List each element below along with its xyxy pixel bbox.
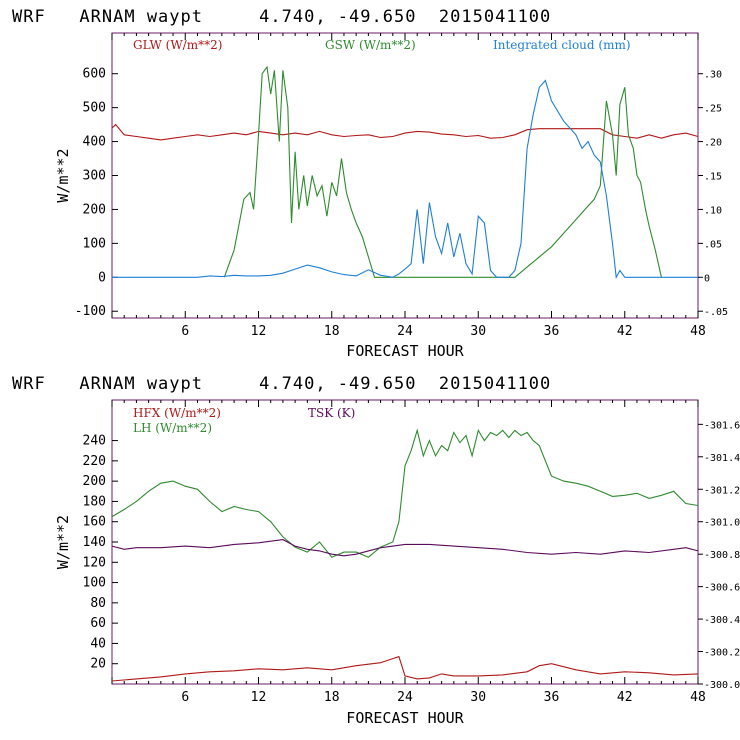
x-tick-label: 6 [181,324,189,339]
y-tick-label: 140 [83,535,106,550]
y-tick-label: 200 [83,474,106,489]
legend-entry: HFX (W/m**2) [133,406,221,420]
series-line-glw-w-m [111,123,699,141]
y2-tick-label: -300.8 [704,550,740,561]
y2-tick-label: -300.0 [704,680,740,691]
legend-entry: GSW (W/m**2) [325,38,416,52]
legend-entry: TSK (K) [308,406,355,420]
y-tick-label: 40 [90,636,106,651]
series-line-hfx-w-m [111,655,699,682]
plot-frame [111,32,699,319]
y2-tick-label: .20 [704,138,722,149]
y2-tick-label: .25 [704,104,722,115]
series-line-integrated-cloud-mm [112,79,698,280]
y-tick-label: 60 [90,616,106,631]
x-tick-label: 48 [690,324,706,339]
x-tick-label: 42 [617,324,633,339]
y2-tick-label: -300.6 [704,583,740,594]
y2-tick-label: -301.4 [704,453,740,464]
legend-entry: Integrated cloud (mm) [493,38,631,52]
x-tick-label: 24 [397,324,413,339]
y-axis-label: W/m**2 [54,148,72,202]
chart-title: WRF ARNAM waypt 4.740, -49.650 201504110… [12,374,551,394]
y2-tick-label: 0 [704,273,710,284]
series-line-tsk-k [111,539,699,557]
y-axis-label: W/m**2 [54,515,72,569]
y-tick-label: 20 [90,657,106,672]
chart-panel-1: WRF ARNAM waypt 4.740, -49.650 201504110… [12,7,728,360]
y-tick-label: 120 [83,555,106,570]
y2-tick-label: -300.4 [704,615,740,626]
y2-tick-label: -.05 [704,307,728,318]
x-axis-label: FORECAST HOUR [346,709,464,727]
x-tick-label: 30 [470,324,486,339]
x-tick-label: 30 [470,690,486,705]
x-tick-label: 42 [617,690,633,705]
y2-tick-label: .05 [704,239,722,250]
y-tick-label: 0 [98,270,106,285]
x-tick-label: 12 [251,324,267,339]
y2-tick-label: .10 [704,205,722,216]
y-tick-label: 220 [83,454,106,469]
chart-title: WRF ARNAM waypt 4.740, -49.650 201504110… [12,7,551,27]
y-tick-label: 500 [83,101,106,116]
y-tick-label: 100 [83,576,106,591]
y-tick-label: 160 [83,515,106,530]
x-tick-label: 6 [181,690,189,705]
series-line-gsw-w-m [223,65,662,278]
y2-tick-label: -301.2 [704,485,740,496]
series-line-lh-w-m [111,428,699,558]
y-tick-label: 200 [83,202,106,217]
y-tick-label: 600 [83,67,106,82]
legend-entry: GLW (W/m**2) [133,38,222,52]
x-tick-label: 24 [397,690,413,705]
y-tick-label: 80 [90,596,106,611]
x-tick-label: 36 [544,324,560,339]
chart-panel-2: WRF ARNAM waypt 4.740, -49.650 201504110… [12,374,740,727]
y2-tick-label: -301.6 [704,420,740,431]
y-tick-label: 180 [83,494,106,509]
y-tick-label: 400 [83,135,106,150]
y2-tick-label: -300.2 [704,648,740,659]
y2-tick-label: -301.0 [704,518,740,529]
plot-frame [111,399,699,685]
y-tick-label: 240 [83,434,106,449]
y-tick-label: 300 [83,169,106,184]
x-tick-label: 48 [690,690,706,705]
y2-tick-label: .30 [704,70,722,81]
x-tick-label: 18 [324,324,340,339]
x-tick-label: 36 [544,690,560,705]
y2-tick-label: .15 [704,172,722,183]
legend-entry: LH (W/m**2) [133,421,212,435]
x-tick-label: 18 [324,690,340,705]
y-tick-label: 100 [83,236,106,251]
y-tick-label: -100 [75,304,106,319]
x-tick-label: 12 [251,690,267,705]
x-axis-label: FORECAST HOUR [346,342,464,360]
